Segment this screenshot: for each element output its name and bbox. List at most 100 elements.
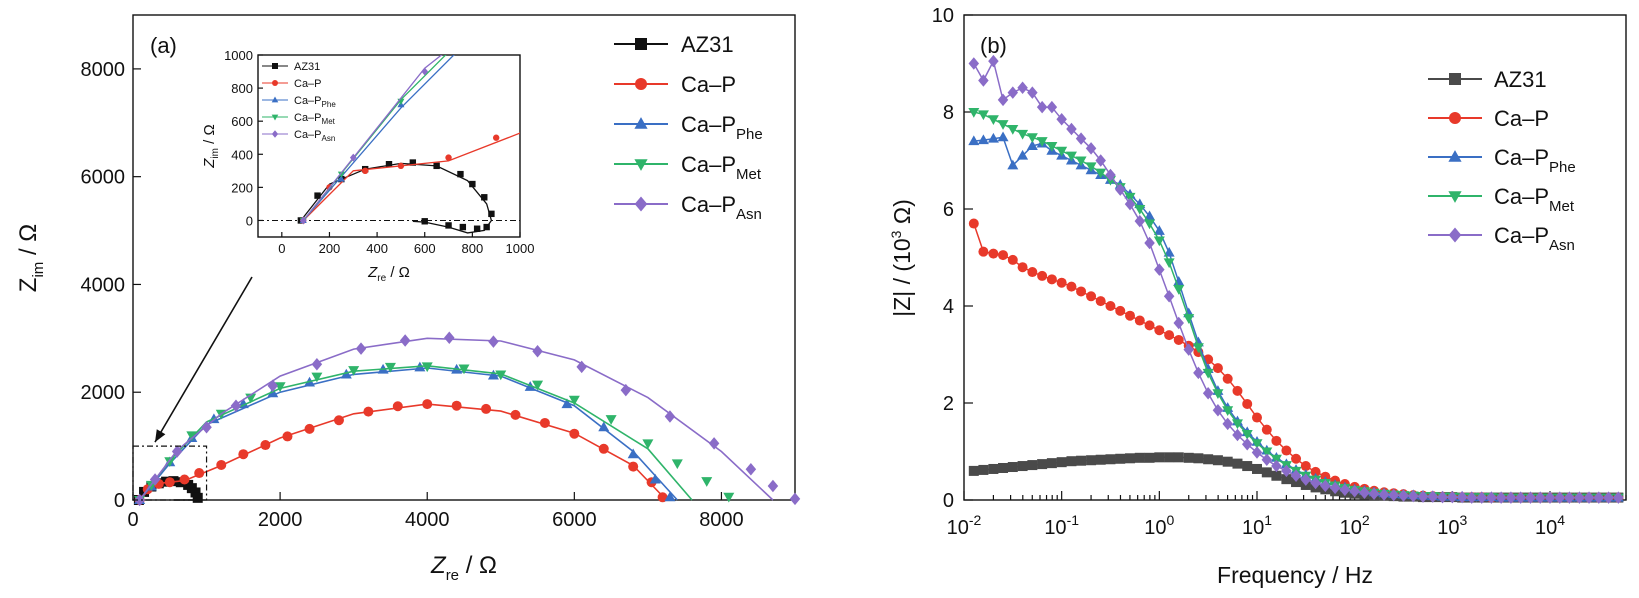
inset-point-ca-p-asn <box>349 153 357 162</box>
inset-y-tick-label: 1000 <box>224 48 253 63</box>
panel-b-point-ca-p <box>1056 277 1067 288</box>
panel-b-point-az31 <box>1066 456 1077 467</box>
panel-b-point-ca-p-met <box>1153 236 1165 247</box>
panel-b-point-ca-p-asn <box>1124 197 1136 211</box>
panel-b-point-ca-p <box>1300 461 1311 472</box>
panel-b-point-ca-p-met <box>1085 162 1097 173</box>
panel-b-point-ca-p-asn <box>1036 100 1048 114</box>
panel-b-point-ca-p <box>1154 325 1165 336</box>
inset-point-ca-p-phe <box>337 175 345 182</box>
inset-point-ca-p <box>397 162 405 170</box>
panel-b-point-az31 <box>998 462 1009 473</box>
panel-b-point-ca-p-asn <box>1427 490 1439 503</box>
panel-b-point-ca-p-asn <box>1222 417 1233 431</box>
panel-a-point-ca-p-met <box>186 431 198 442</box>
panel-b-x-tick-base: 10 <box>1044 517 1066 539</box>
panel-b-frame <box>963 14 1627 501</box>
panel-a-point-ca-p-met <box>568 395 580 406</box>
panel-b-point-ca-p-asn <box>1554 491 1566 504</box>
panel-a-point-ca-p-asn <box>201 421 212 434</box>
inset-clipped-data <box>297 55 520 234</box>
panel-b-point-az31 <box>1154 452 1165 463</box>
panel-b-point-ca-p-asn <box>1212 404 1224 417</box>
panel-b-point-ca-p-asn <box>1163 290 1175 303</box>
panel-b-point-ca-p-met <box>1075 156 1087 167</box>
inset-ylabel-sub: im <box>210 148 221 159</box>
panel-b-point-ca-p <box>1046 274 1057 285</box>
panel-a-point-ca-p-met <box>421 362 433 373</box>
panel-b-point-ca-p-asn <box>1154 263 1165 276</box>
panel-b-point-ca-p <box>1144 320 1155 331</box>
panel-b-point-ca-p-met <box>1241 430 1253 440</box>
inset-legend-label: Ca–P <box>294 78 322 90</box>
panel-a-point-ca-p <box>569 428 580 439</box>
panel-b-point-az31 <box>1222 456 1233 467</box>
panel-a-point-ca-p-met <box>311 372 323 383</box>
panel-b-y-axis-title: |Z| / (103 Ω) <box>888 199 915 316</box>
panel-b-point-ca-p <box>1252 412 1263 423</box>
panel-a-point-ca-p <box>194 468 205 479</box>
panel-a-point-ca-p <box>657 492 668 503</box>
panel-b-x-tick-exponent: 4 <box>1557 512 1565 528</box>
panel-b-point-ca-p <box>1076 286 1087 297</box>
inset-y-tick-label: 200 <box>231 180 253 195</box>
panel-b-x-tick-exponent: 1 <box>1264 512 1272 528</box>
panel-b-x-tick-label: 100 <box>1144 512 1174 539</box>
panel-b-point-ca-p <box>1291 453 1302 464</box>
inset-legend-marker <box>272 63 278 69</box>
panel-a-ylabel-sub: im <box>30 262 47 278</box>
inset-y-tick-label: 800 <box>231 81 253 96</box>
inset-legend-label-main: AZ31 <box>294 61 320 73</box>
panel-a-point-ca-p-asn <box>444 331 455 345</box>
panel-b-point-ca-p <box>1232 385 1243 396</box>
panel-a-zoom-arrow-head <box>155 429 166 443</box>
inset-legend-marker <box>272 80 278 86</box>
panel-b-point-ca-p <box>1242 398 1253 409</box>
panel-b-point-ca-p-met <box>1095 168 1107 179</box>
panel-b-point-ca-p-met <box>977 110 989 121</box>
inset-legend-label-sub: Asn <box>322 134 336 143</box>
panel-b-y-tick-label: 6 <box>943 199 954 221</box>
panel-b-point-ca-p-phe <box>1026 140 1038 150</box>
panel-b-point-ca-p-asn <box>1085 142 1097 155</box>
panel-b-point-ca-p <box>998 250 1009 261</box>
panel-b-point-ca-p-met <box>1017 129 1029 140</box>
panel-b-legend-label-main: Ca–P <box>1494 145 1549 170</box>
panel-b-point-ca-p-asn <box>988 54 999 68</box>
panel-b-point-ca-p-met <box>987 115 999 126</box>
panel-b-point-az31 <box>1095 454 1106 465</box>
panel-a-point-ca-p-phe <box>598 421 610 432</box>
inset-legend-label: Ca–PMet <box>294 112 336 126</box>
panel-a-x-tick-label: 4000 <box>405 509 450 531</box>
inset-point-az31 <box>409 159 417 166</box>
inset-x-axis-title: Zre / Ω <box>367 264 410 284</box>
panel-b-point-ca-p-asn <box>1300 473 1312 486</box>
panel-b-ylabel-main: |Z| / (10 <box>889 238 915 316</box>
panel-b-point-ca-p-asn <box>1534 491 1546 504</box>
panel-a-point-ca-p-asn <box>311 357 323 371</box>
inset-legend-marker <box>271 130 279 138</box>
panel-b-point-ca-p-met <box>1222 406 1234 417</box>
panel-b-point-ca-p-met <box>1192 343 1204 353</box>
panel-a-point-ca-p-asn <box>745 463 757 476</box>
panel-b-point-ca-p-asn <box>1144 236 1155 250</box>
panel-b-point-ca-p-asn <box>1574 491 1585 504</box>
panel-b-point-ca-p-asn <box>1544 491 1556 504</box>
panel-a-legend-marker <box>635 78 647 90</box>
inset-x-tick-label: 600 <box>414 241 436 256</box>
panel-a-y-tick-label: 6000 <box>81 167 126 189</box>
inset-xlabel-sub: re <box>377 273 386 284</box>
panel-a-frame <box>132 14 796 501</box>
panel-b-legend-marker <box>1448 150 1462 162</box>
panel-b-point-ca-p-asn <box>1095 154 1106 167</box>
inset-point-az31 <box>433 162 440 170</box>
panel-b-point-az31 <box>988 463 999 474</box>
panel-a-point-ca-p-met <box>495 370 507 381</box>
panel-a-point-ca-p <box>539 417 550 428</box>
panel-b-point-ca-p <box>1027 267 1038 278</box>
panel-b-point-ca-p-asn <box>978 74 989 87</box>
panel-a-point-ca-p-asn <box>664 410 676 423</box>
panel-b-point-ca-p-met <box>1261 447 1273 458</box>
